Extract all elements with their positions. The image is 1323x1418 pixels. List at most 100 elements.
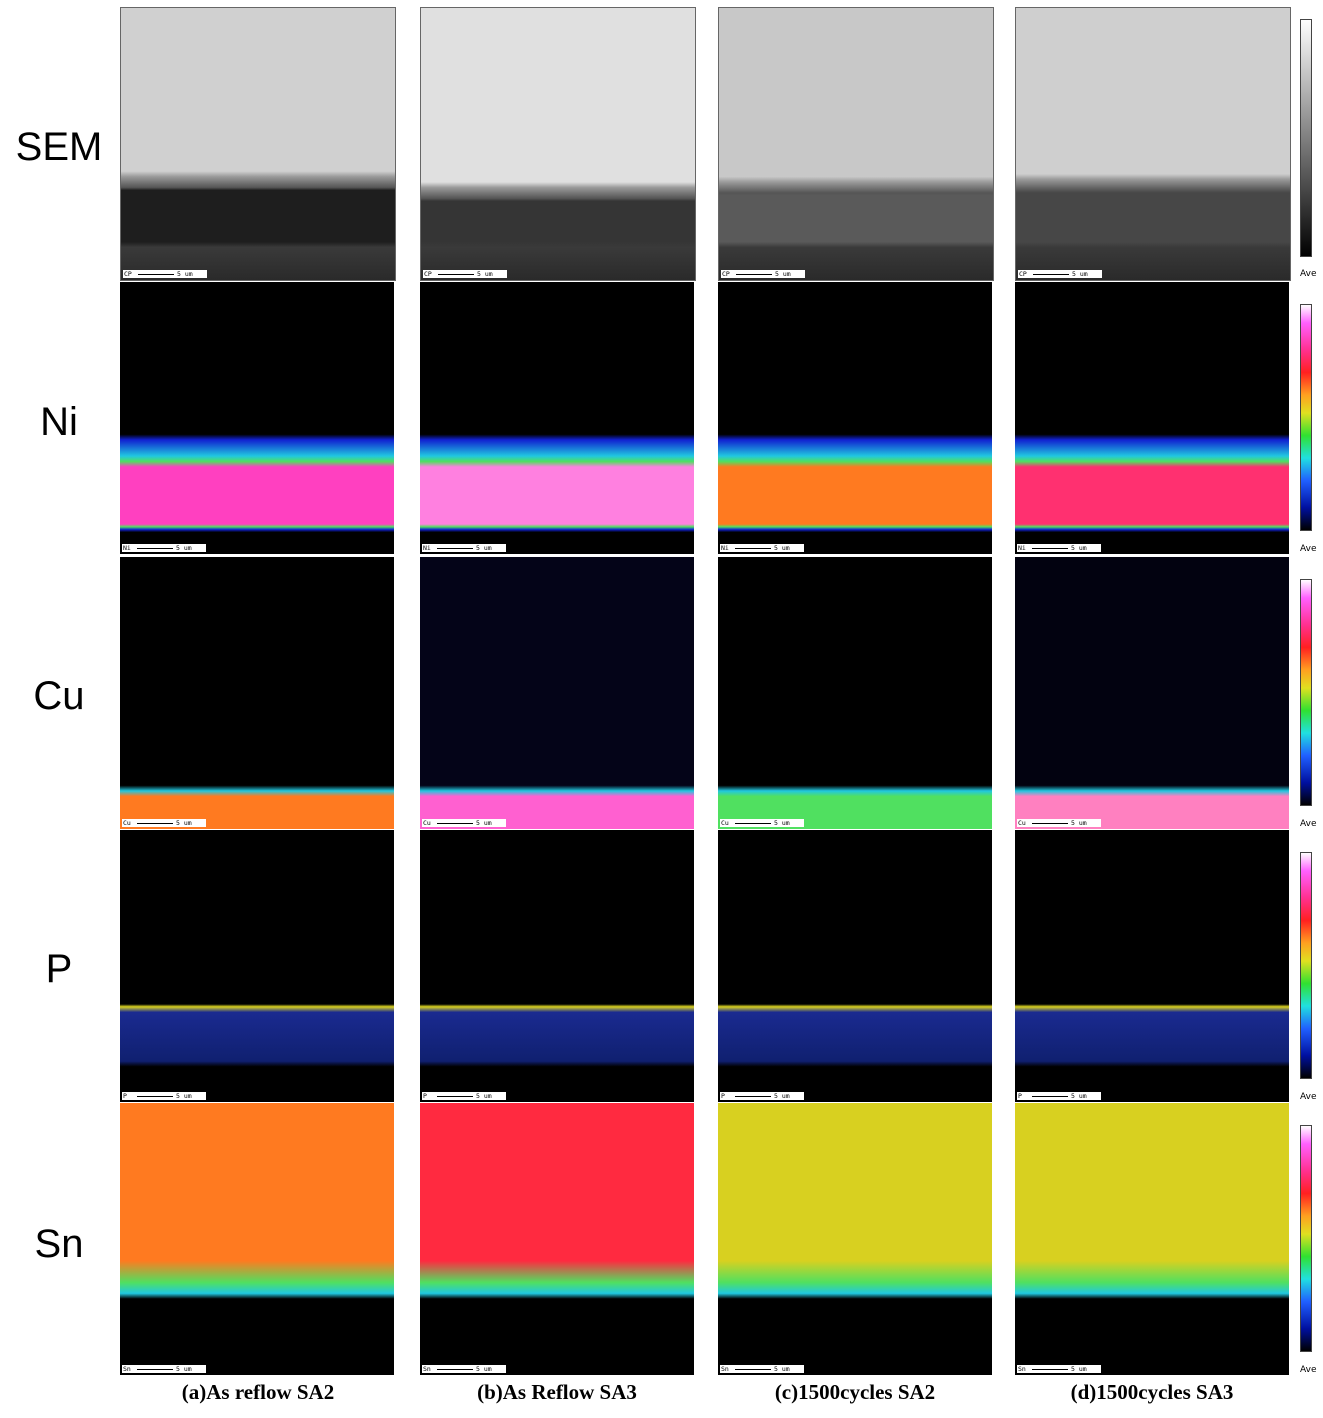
scale-bar: Ni 5 um: [122, 544, 206, 552]
scale-bar-text: 5 um: [774, 1092, 790, 1100]
caption-c: (c)1500cycles SA2: [774, 1380, 936, 1404]
scale-bar-text: 5 um: [775, 270, 791, 278]
scale-bar: P 5 um: [720, 1092, 804, 1100]
panel-p-b: P 5 um: [420, 830, 694, 1102]
scale-bar-line: [438, 273, 474, 275]
panel-sem-d: CP 5 um: [1015, 7, 1291, 281]
scale-bar-element-tag: Sn: [721, 1365, 729, 1373]
scale-bar: Sn 5 um: [1017, 1365, 1101, 1373]
scale-bar-text: 5 um: [476, 1092, 492, 1100]
scale-bar-line: [437, 1368, 473, 1370]
scale-bar-line: [137, 1095, 173, 1097]
colorbar-label: Ave: [1300, 819, 1317, 829]
scale-bar-text: 5 um: [1071, 1092, 1087, 1100]
colorbar-label: Ave: [1300, 1092, 1317, 1102]
panel-p-a: P 5 um: [120, 830, 394, 1102]
row-label-sem: SEM: [15, 125, 103, 169]
scale-bar-line: [437, 822, 473, 824]
scale-bar: CP 5 um: [423, 270, 507, 278]
scale-bar-line: [1032, 822, 1068, 824]
scale-bar-element-tag: Cu: [423, 819, 431, 827]
colorbar-label: Ave: [1300, 1365, 1317, 1375]
scale-bar-element-tag: CP: [124, 270, 132, 278]
colorbar-gradient: [1300, 304, 1312, 531]
scale-bar-line: [137, 822, 173, 824]
scale-bar: Cu 5 um: [422, 819, 506, 827]
panel-ni-c: Ni 5 um: [718, 282, 992, 554]
row-label-p: P: [45, 947, 73, 991]
scale-bar-text: 5 um: [774, 544, 790, 552]
scale-bar-text: 5 um: [477, 270, 493, 278]
scale-bar: Ni 5 um: [1017, 544, 1101, 552]
scale-bar-element-tag: Cu: [1018, 819, 1026, 827]
colorbar-p: Ave: [1290, 830, 1323, 1102]
scale-bar-line: [138, 273, 174, 275]
colorbar-label: Ave: [1300, 269, 1317, 279]
scale-bar: CP 5 um: [721, 270, 805, 278]
scale-bar-line: [137, 1368, 173, 1370]
scale-bar-element-tag: P: [423, 1092, 427, 1100]
caption-a: (a)As reflow SA2: [181, 1380, 335, 1404]
scale-bar: Sn 5 um: [422, 1365, 506, 1373]
scale-bar-element-tag: Cu: [721, 819, 729, 827]
scale-bar: Sn 5 um: [122, 1365, 206, 1373]
scale-bar-line: [437, 1095, 473, 1097]
panel-sn-b: Sn 5 um: [420, 1103, 694, 1375]
colorbar-gradient: [1300, 579, 1312, 806]
scale-bar-element-tag: CP: [722, 270, 730, 278]
scale-bar-line: [1032, 1368, 1068, 1370]
scale-bar-element-tag: CP: [1019, 270, 1027, 278]
panel-cu-d: Cu 5 um: [1015, 557, 1289, 829]
panel-sn-c: Sn 5 um: [718, 1103, 992, 1375]
scale-bar-text: 5 um: [1071, 819, 1087, 827]
panel-ni-d: Ni 5 um: [1015, 282, 1289, 554]
scale-bar-element-tag: Ni: [123, 544, 131, 552]
scale-bar: Cu 5 um: [122, 819, 206, 827]
panel-sn-a: Sn 5 um: [120, 1103, 394, 1375]
colorbar-cu: Ave: [1290, 557, 1323, 829]
scale-bar-text: 5 um: [1071, 1365, 1087, 1373]
scale-bar-text: 5 um: [476, 1365, 492, 1373]
scale-bar-line: [1033, 273, 1069, 275]
scale-bar-line: [736, 273, 772, 275]
scale-bar-line: [1032, 1095, 1068, 1097]
panel-sn-d: Sn 5 um: [1015, 1103, 1289, 1375]
scale-bar: CP 5 um: [123, 270, 207, 278]
scale-bar-element-tag: Sn: [123, 1365, 131, 1373]
panel-ni-a: Ni 5 um: [120, 282, 394, 554]
scale-bar-element-tag: Ni: [721, 544, 729, 552]
scale-bar-element-tag: P: [1018, 1092, 1022, 1100]
row-label-ni: Ni: [40, 400, 78, 444]
scale-bar: Ni 5 um: [720, 544, 804, 552]
scale-bar-text: 5 um: [1071, 544, 1087, 552]
colorbar-gradient: [1300, 852, 1312, 1079]
colorbar-sem: Ave: [1290, 7, 1323, 279]
panel-cu-c: Cu 5 um: [718, 557, 992, 829]
scale-bar: Ni 5 um: [422, 544, 506, 552]
panel-sem-c: CP 5 um: [718, 7, 994, 281]
panel-p-d: P 5 um: [1015, 830, 1289, 1102]
panel-sem-b: CP 5 um: [420, 7, 696, 281]
scale-bar: P 5 um: [122, 1092, 206, 1100]
colorbar-gradient: [1300, 1125, 1312, 1352]
panel-ni-b: Ni 5 um: [420, 282, 694, 554]
scale-bar-text: 5 um: [774, 819, 790, 827]
scale-bar: Cu 5 um: [720, 819, 804, 827]
scale-bar-line: [137, 547, 173, 549]
scale-bar-text: 5 um: [176, 1365, 192, 1373]
scale-bar-text: 5 um: [476, 544, 492, 552]
scale-bar-text: 5 um: [176, 544, 192, 552]
colorbar-ni: Ave: [1290, 282, 1323, 554]
scale-bar-element-tag: Ni: [1018, 544, 1026, 552]
scale-bar-text: 5 um: [774, 1365, 790, 1373]
scale-bar-element-tag: Sn: [1018, 1365, 1026, 1373]
scale-bar-element-tag: CP: [424, 270, 432, 278]
caption-d: (d)1500cycles SA3: [1070, 1380, 1234, 1404]
caption-b: (b)As Reflow SA3: [477, 1380, 637, 1404]
panel-cu-b: Cu 5 um: [420, 557, 694, 829]
scale-bar-line: [437, 547, 473, 549]
scale-bar: CP 5 um: [1018, 270, 1102, 278]
scale-bar: P 5 um: [1017, 1092, 1101, 1100]
colorbar-sn: Ave: [1290, 1103, 1323, 1375]
scale-bar-element-tag: Sn: [423, 1365, 431, 1373]
